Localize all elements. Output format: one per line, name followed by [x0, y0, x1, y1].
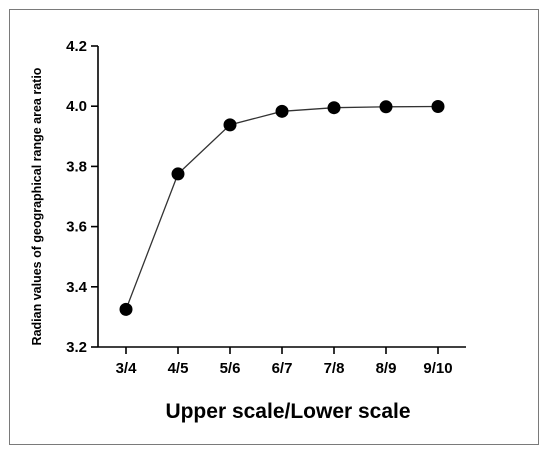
- data-point: [119, 302, 133, 316]
- y-axis-title: Radian values of geographical range area…: [30, 67, 44, 345]
- y-ticks: 3.2 3.4 3.6 3.8 4.0 4.2: [66, 38, 98, 356]
- x-ticks: 3/4 4/5 5/6 6/7 7/8 8/9 9/10: [116, 347, 453, 377]
- y-tick-label: 3.8: [66, 158, 87, 175]
- x-tick-label: 6/7: [272, 360, 293, 377]
- data-point: [431, 100, 445, 114]
- x-tick-label: 9/10: [423, 360, 452, 377]
- x-tick-label: 5/6: [220, 360, 241, 377]
- y-tick-label: 4.0: [66, 98, 87, 115]
- x-tick-label: 7/8: [324, 360, 345, 377]
- series: [119, 100, 445, 316]
- y-tick-label: 3.6: [66, 219, 87, 236]
- x-tick-label: 4/5: [168, 360, 189, 377]
- data-point: [223, 118, 237, 132]
- data-point: [171, 167, 185, 181]
- x-axis-title: Upper scale/Lower scale: [165, 400, 410, 423]
- y-tick-label: 4.2: [66, 38, 87, 55]
- series-line: [125, 105, 439, 310]
- y-tick-label: 3.2: [66, 339, 87, 356]
- x-tick-label: 3/4: [116, 360, 138, 377]
- x-tick-label: 8/9: [376, 360, 397, 377]
- y-tick-label: 3.4: [66, 279, 88, 296]
- data-point: [327, 101, 341, 115]
- data-point: [379, 100, 393, 114]
- data-point: [275, 104, 289, 118]
- axes: [97, 46, 466, 348]
